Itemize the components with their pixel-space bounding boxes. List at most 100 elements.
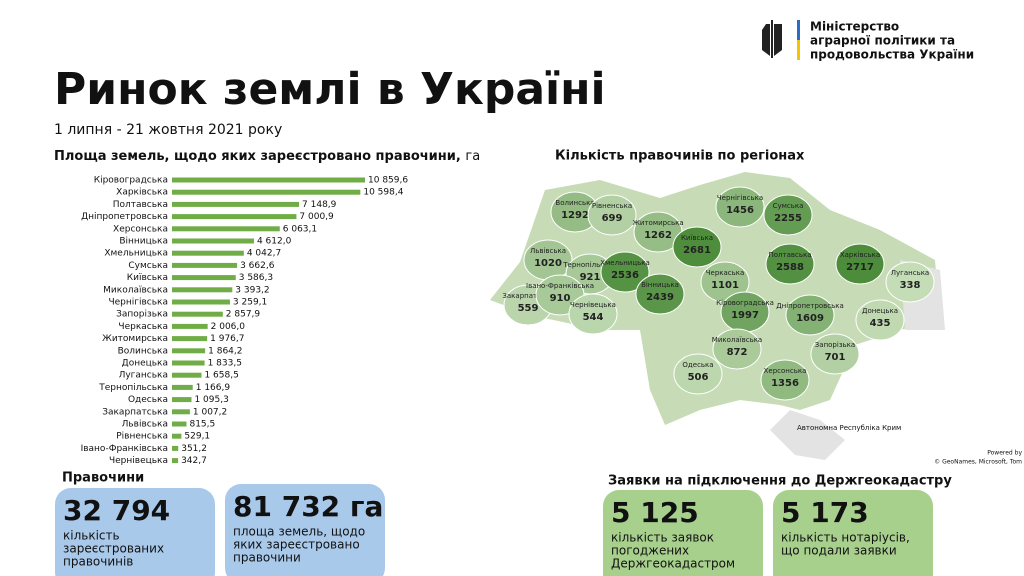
bar [172,445,179,451]
card-text: Держгеокадастром [611,557,735,571]
region-name: Рівненська [592,202,632,210]
region-name: Чернівецька [570,301,616,309]
region-name: Донецька [862,307,898,315]
region-value: 506 [688,372,709,383]
region-value: 544 [583,312,604,323]
region-value: 2439 [646,292,674,303]
card-text: зареєстрованих [63,542,164,556]
bar-chart: Кіровоградська 10 859,6 Харківська 10 598,4… [81,176,409,467]
map-title: Кількість правочинів по регіонах [555,149,805,164]
value-label: 1 166,9 [196,383,231,393]
bar [172,323,208,329]
value-label: 1 007,2 [193,407,227,417]
value-label: 1 976,7 [210,334,244,344]
region-name: Чернігівська [717,194,763,202]
region [635,273,685,315]
value-label: 529,1 [184,432,210,442]
card-number: 5 173 [781,496,869,529]
crimea [770,410,845,460]
region-value: 2588 [776,262,804,273]
region-value: 910 [550,293,571,304]
emblem [762,20,800,60]
bar [172,275,236,281]
region [600,251,650,293]
value-label: 2 006,0 [211,322,246,332]
category-label: Львівська [122,420,168,430]
card-number: 32 794 [63,494,170,527]
card [603,490,763,576]
bar [172,360,205,366]
ministry-line: продовольства України [810,48,974,62]
chart-title-text: Площа земель, щодо яких зареєстровано пр… [54,149,461,164]
value-label: 3 586,3 [239,273,273,283]
card-text: яких зареєстровано [233,538,360,552]
region-value: 1101 [711,280,739,291]
region-value: 2681 [683,245,711,256]
bar [172,299,230,305]
value-label: 1 658,5 [204,371,238,381]
card-text: погоджених [611,544,689,558]
value-label: 4 042,7 [247,249,281,259]
category-label: Хмельницька [104,249,168,259]
region [587,194,637,236]
powered: Powered by [987,450,1022,457]
card [55,488,215,576]
region-value: 921 [580,272,601,283]
region-name: Харківська [840,251,880,259]
region-name: Сумська [773,202,804,210]
region-value: 872 [727,347,748,358]
bar [172,226,280,232]
region-value: 1997 [731,310,759,321]
bar [172,238,254,244]
category-label: Полтавська [113,200,168,210]
region-name: Київська [681,234,713,242]
card-text: правочини [233,551,301,565]
category-label: Волинська [118,346,168,356]
category-label: Київська [127,273,168,283]
region-name: Хмельницька [600,259,650,267]
value-label: 1 864,2 [208,346,242,356]
category-label: Херсонська [113,224,168,234]
value-label: 10 859,6 [368,176,408,186]
card-text: кількість заявок [611,531,714,545]
value-label: 2 857,9 [226,310,261,320]
card-number: 81 732 га [233,490,383,523]
region-value: 1356 [771,378,799,389]
region [785,294,835,336]
value-label: 815,5 [189,420,215,430]
category-label: Рівненська [116,432,168,442]
ministry-line: Міністерство [810,20,899,34]
category-label: Черкаська [118,322,168,332]
region [672,226,722,268]
category-label: Житомирська [102,334,168,344]
region-value: 2255 [774,213,802,224]
bar [172,384,193,390]
card-text: правочинів [63,555,133,569]
region-name: Івано-Франківська [526,282,594,290]
bar [172,214,297,220]
category-label: Чернігівська [108,298,168,308]
region-value: 338 [900,280,921,291]
value-label: 7 148,9 [302,200,337,210]
region [835,243,885,285]
bar [172,287,233,293]
bar [172,421,187,427]
region [765,243,815,285]
card [225,484,385,576]
value-label: 6 063,1 [283,224,317,234]
bar [172,397,192,403]
region-value: 1609 [796,313,824,324]
bar [172,250,244,256]
bar [172,177,365,183]
region-name: Львівська [530,247,566,255]
period: 1 липня - 21 жовтня 2021 року [54,122,282,138]
region-value: 559 [518,303,539,314]
region [712,328,762,370]
region [855,299,905,341]
region-name: Дніпропетровська [776,302,844,310]
value-label: 3 662,6 [240,261,275,271]
category-label: Івано-Франківська [81,444,168,454]
value-label: 1 833,5 [208,359,242,369]
